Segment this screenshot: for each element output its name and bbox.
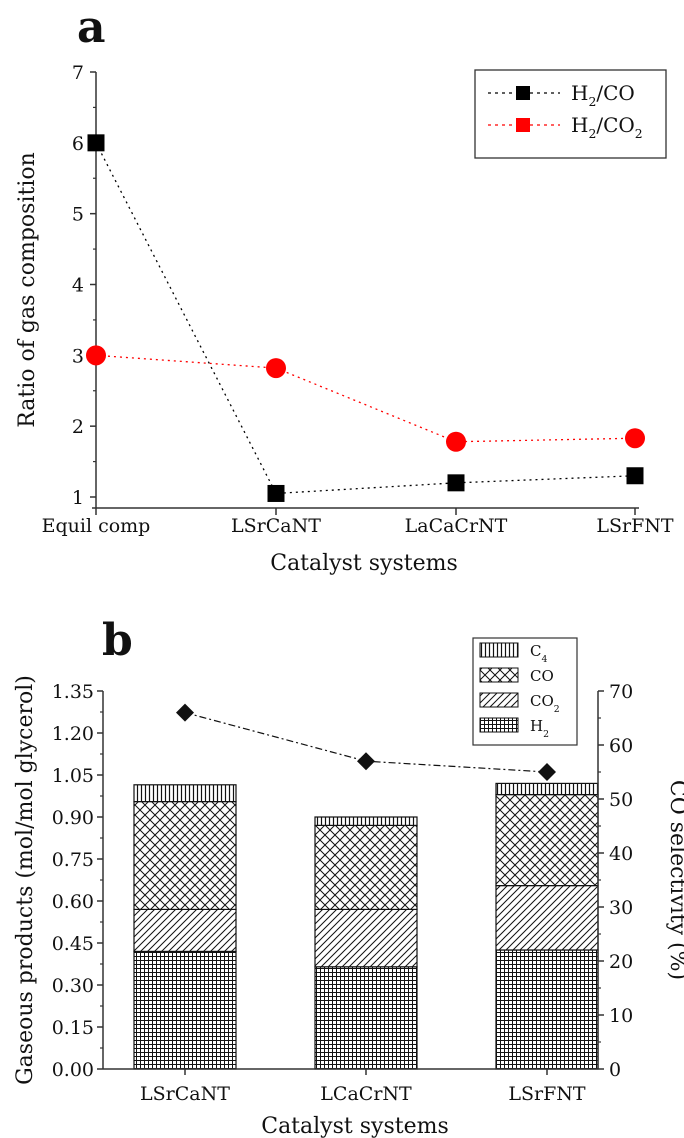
x-tick-label: LSrCaNT: [231, 515, 321, 537]
y-tick-label: 0.90: [52, 807, 94, 829]
bar-segment-h2: [133, 950, 237, 1070]
data-point-circle: [266, 358, 286, 379]
y-tick-label: 1.35: [52, 681, 94, 703]
bar-segment-co2: [133, 908, 237, 953]
bar-segment-h2: [314, 966, 418, 1070]
legend-swatch: [479, 642, 519, 658]
y-tick-label: 1: [72, 487, 84, 509]
y-tick-label: 1.20: [52, 723, 94, 745]
selectivity-diamond: [176, 703, 194, 722]
bar-segment-co2: [314, 908, 418, 968]
y-tick-label: 0.60: [52, 891, 94, 913]
bar-segment-co: [133, 800, 237, 910]
legend-box: [474, 69, 667, 159]
legend-marker: [516, 118, 530, 132]
bar-segment-h2: [495, 949, 599, 1070]
selectivity-diamond: [357, 752, 375, 771]
data-point-circle: [86, 345, 106, 366]
y-axis-title-left: Gaseous products (mol/mol glycerol): [13, 675, 38, 1085]
data-point-circle: [625, 428, 645, 449]
y-tick-label: 2: [72, 416, 84, 438]
selectivity-diamond: [538, 763, 556, 781]
y-right-tick-label: 60: [609, 735, 633, 757]
bar-segment-c4: [314, 816, 418, 826]
legend-label: H2: [530, 717, 549, 740]
x-tick-label: LaCaCrNT: [405, 515, 508, 537]
y-right-tick-label: 70: [609, 681, 633, 703]
y-tick-label: 5: [72, 204, 84, 226]
y-tick-label: 3: [72, 345, 84, 367]
data-point-circle: [446, 431, 466, 452]
y-axis-title: Ratio of gas composition: [15, 152, 40, 428]
legend-swatch: [479, 667, 519, 683]
x-tick-label: LSrFNT: [596, 515, 674, 537]
y-tick-label: 6: [72, 133, 84, 155]
chart-b: 0.00 0.15 0.30 0.45 0.60 0.75 0.90 1.05 1.20 1.35…: [13, 637, 684, 1138]
data-point-square: [267, 484, 285, 502]
y-tick-label: 7: [72, 62, 84, 84]
data-point-square: [87, 134, 105, 152]
y-right-tick-label: 30: [609, 897, 633, 919]
chart-a: 1 2 3 4 5 6 7 Equil comp LSrCaNT LaCaCrNT LSrFNT Ca…: [15, 62, 674, 576]
legend-label: CO: [530, 667, 554, 685]
x-axis-title: Catalyst systems: [261, 1114, 449, 1138]
y-tick-label: 0.00: [52, 1059, 94, 1081]
legend-label: C4: [530, 642, 547, 665]
bar-segment-c4: [133, 784, 237, 803]
y-right-tick-label: 0: [609, 1059, 621, 1081]
legend-swatch: [479, 717, 519, 733]
y-right-tick-label: 10: [609, 1005, 633, 1027]
data-point-square: [447, 474, 465, 492]
bar-segment-co: [495, 793, 599, 887]
legend-marker: [516, 86, 530, 100]
series-line: [95, 354, 636, 443]
y-right-tick-label: 40: [609, 843, 633, 865]
series-line: [95, 142, 636, 495]
x-tick-label: Equil comp: [42, 515, 151, 537]
x-tick-label: LCaCrNT: [320, 1083, 412, 1105]
data-point-square: [626, 467, 644, 485]
selectivity-line: [184, 712, 548, 773]
y-tick-label: 0.45: [52, 933, 94, 955]
bar-segment-co: [314, 824, 418, 911]
x-tick-label: LSrCaNT: [140, 1083, 230, 1105]
y-tick-label: 0.30: [52, 975, 94, 997]
y-tick-label: 1.05: [52, 765, 94, 787]
legend-label: H2/CO2: [571, 113, 643, 141]
y-axis-title-right: CO selectivity (%): [665, 780, 684, 980]
bar-segment-c4: [495, 782, 599, 796]
panel-b-letter: b: [102, 615, 133, 666]
y-tick-label: 0.15: [52, 1017, 94, 1039]
panel-a-letter: a: [77, 2, 106, 53]
y-tick-label: 0.75: [52, 849, 94, 871]
y-tick-label: 4: [72, 275, 84, 297]
legend-label: H2/CO: [571, 81, 635, 109]
x-axis-title: Catalyst systems: [270, 551, 458, 576]
x-tick-label: LSrFNT: [508, 1083, 586, 1105]
legend-swatch: [479, 692, 519, 708]
y-right-tick-label: 20: [609, 951, 633, 973]
bar-segment-co2: [495, 884, 599, 951]
y-right-tick-label: 50: [609, 789, 633, 811]
legend-label: CO2: [530, 692, 560, 715]
